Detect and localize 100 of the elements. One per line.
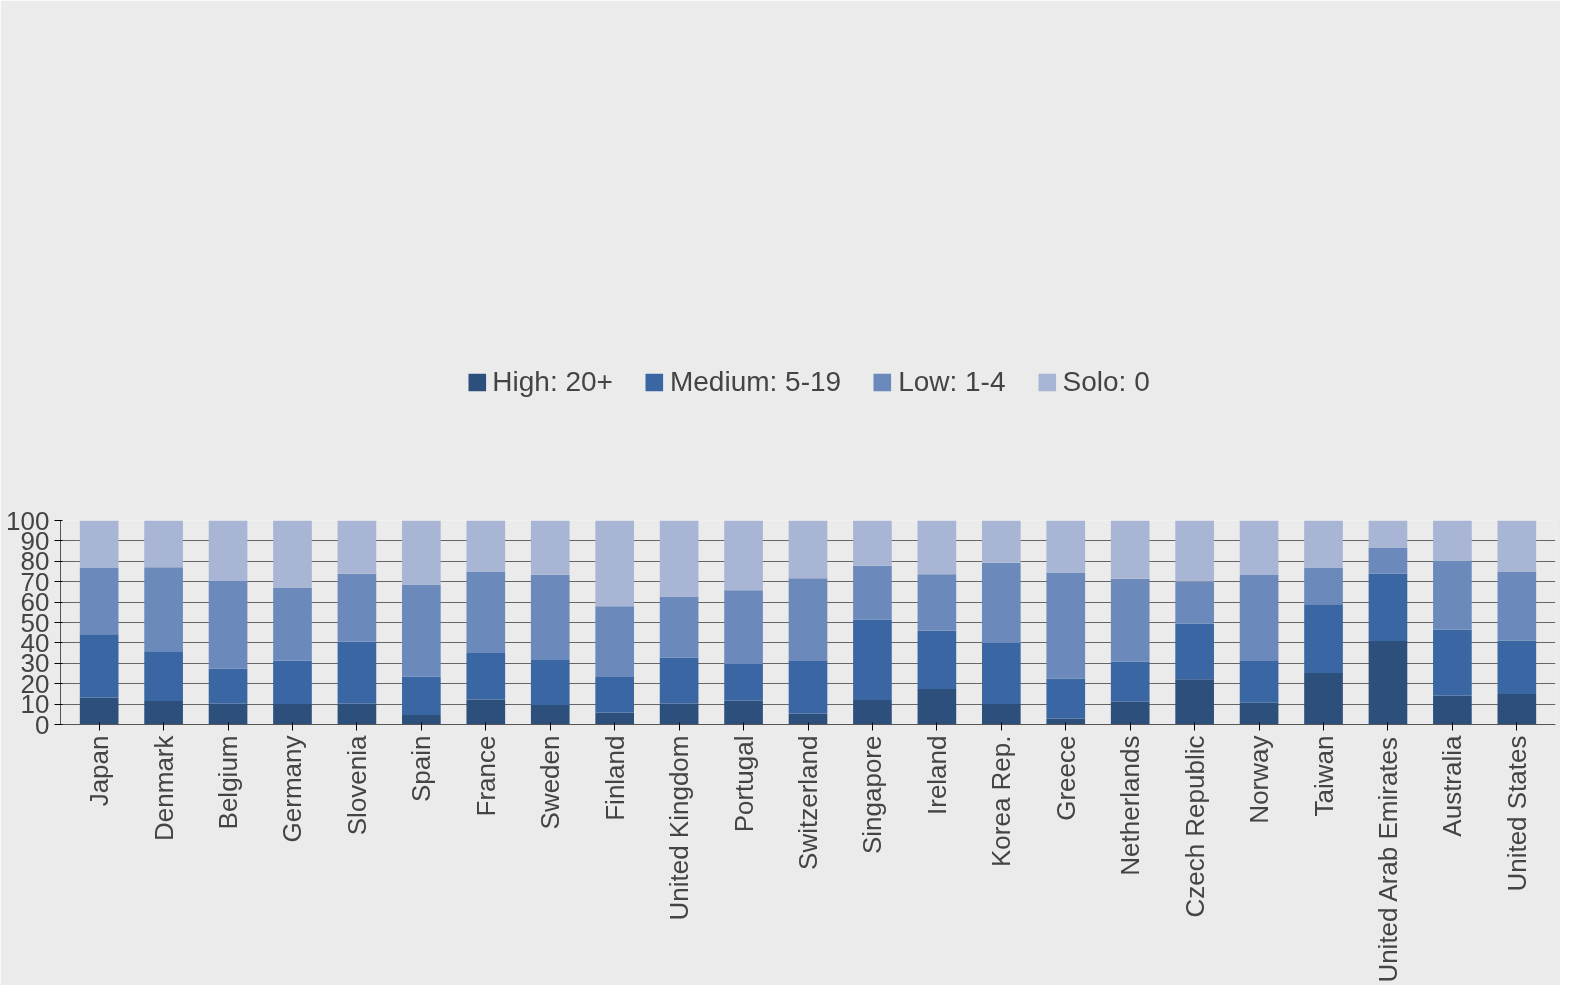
bar [530, 705, 570, 725]
bar [659, 520, 699, 597]
bar [530, 574, 570, 661]
bar [724, 590, 763, 664]
bar [853, 520, 892, 566]
bar [1046, 572, 1086, 679]
bar [337, 641, 377, 704]
bar [402, 520, 441, 585]
legend-label: Medium: 5-19 [669, 366, 842, 398]
x-tick-label: Belgium [213, 735, 244, 830]
bar [1175, 623, 1214, 680]
x-tick-label: Sweden [535, 735, 566, 830]
bar [917, 630, 957, 689]
bar [1046, 520, 1086, 573]
x-tick-label: Korea Rep. [986, 735, 1017, 868]
x-tick-label: Czech Republic [1179, 735, 1210, 918]
x-tick-label: Norway [1244, 735, 1275, 824]
bar [1046, 678, 1086, 719]
bar [853, 700, 892, 725]
bar [79, 697, 119, 725]
bar [466, 699, 506, 725]
bar [1433, 629, 1472, 696]
bar [1433, 560, 1472, 630]
bar [981, 642, 1021, 704]
bar [1368, 547, 1408, 574]
x-tick-label: Australia [1437, 734, 1468, 837]
bar [530, 520, 570, 575]
bar [788, 520, 828, 579]
x-tick-label: Singapore [857, 735, 888, 855]
x-tick-label: Ireland [921, 735, 952, 815]
bar [981, 562, 1021, 643]
bar [1304, 673, 1343, 725]
bar [1433, 520, 1472, 561]
bar [79, 520, 119, 569]
bar [337, 703, 377, 725]
x-tick-label: France [470, 735, 501, 817]
x-tick-label: Switzerland [793, 735, 823, 870]
bar [595, 520, 635, 607]
bar [917, 520, 957, 575]
bar [1304, 604, 1343, 674]
bar [1433, 695, 1472, 725]
bar [1368, 573, 1408, 642]
bar [1497, 694, 1537, 725]
x-tick-label: Netherlands [1115, 735, 1146, 876]
bar [273, 660, 312, 705]
x-tick-label: United Kingdom [664, 735, 695, 921]
bar [1110, 578, 1150, 662]
bar [337, 573, 377, 642]
bar [208, 520, 248, 581]
x-tick-label: Spain [406, 735, 437, 802]
bar [1110, 701, 1150, 725]
bar [853, 565, 892, 620]
x-tick-label: Slovenia [341, 734, 372, 836]
bar [1110, 661, 1150, 702]
bar [1368, 641, 1408, 725]
legend-label: Low: 1-4 [898, 366, 1006, 398]
bar [79, 634, 119, 698]
bar [1497, 571, 1537, 641]
bar [917, 574, 957, 631]
bar [402, 676, 441, 715]
bar [659, 596, 699, 658]
bar [595, 676, 635, 713]
bar [1239, 702, 1279, 725]
x-tick-label: Greece [1050, 735, 1081, 821]
bar [402, 584, 441, 677]
bar [724, 520, 763, 591]
bar [788, 578, 828, 662]
bar [1239, 520, 1279, 575]
legend-label: Solo: 0 [1062, 366, 1150, 398]
bar [79, 568, 119, 635]
bar [1304, 567, 1343, 605]
bar [466, 520, 506, 572]
bar [1304, 520, 1343, 568]
bar [788, 713, 828, 725]
legend-label: High: 20+ [492, 366, 613, 398]
bar [981, 520, 1021, 563]
bar [466, 653, 506, 700]
bar [144, 701, 183, 725]
bar [1046, 718, 1086, 725]
bar [981, 703, 1021, 725]
bar [530, 660, 570, 706]
x-tick-label: Japan [84, 735, 115, 807]
x-tick-label: Finland [599, 735, 630, 821]
bar [273, 587, 312, 661]
bar [208, 668, 248, 704]
bar [853, 619, 892, 701]
x-tick-label: United States [1501, 735, 1532, 892]
bar [1110, 520, 1150, 579]
bar [917, 689, 957, 725]
bar [595, 712, 635, 725]
x-tick-label: Portugal [728, 735, 759, 833]
bar [273, 704, 312, 725]
bar [402, 714, 441, 725]
bar [144, 520, 183, 568]
x-tick-label: United Arab Emirates [1372, 736, 1403, 983]
bar [208, 703, 248, 725]
bar [724, 663, 763, 701]
bar [273, 520, 312, 588]
bar [1175, 520, 1214, 582]
bar [337, 520, 377, 574]
